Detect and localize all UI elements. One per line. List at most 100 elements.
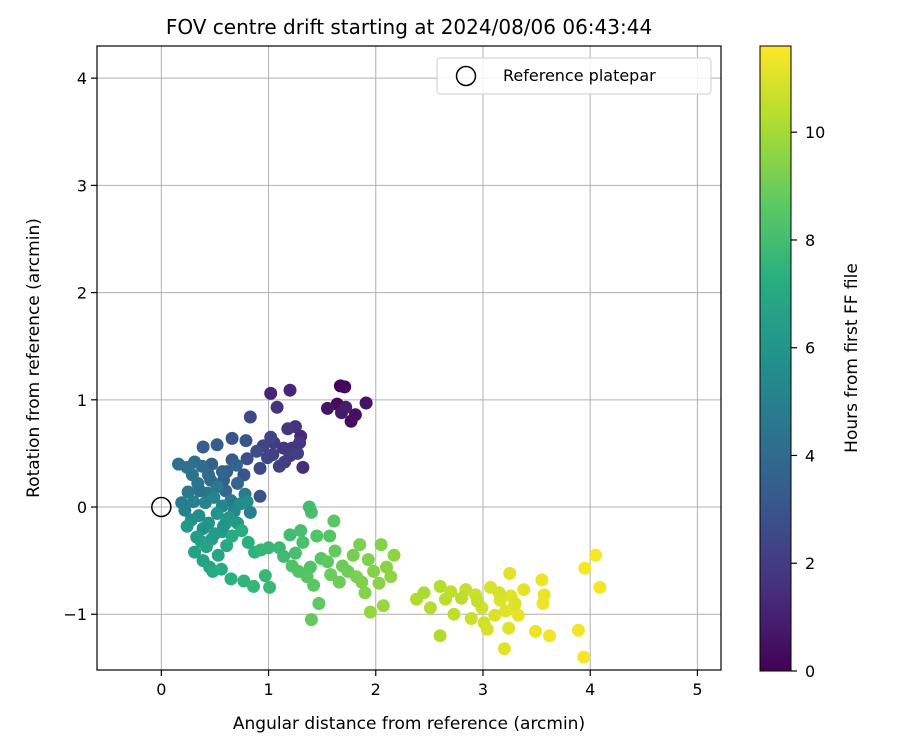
data-point [323,529,337,543]
data-point [294,524,308,538]
colorbar-tick-label: 0 [805,662,815,681]
colorbar-tick-label: 4 [805,446,815,465]
data-point [517,583,531,597]
data-point [307,578,321,592]
colorbar-gradient [759,45,792,672]
colorbar-tick-label: 10 [805,123,825,142]
data-point [338,380,352,394]
data-point [328,544,342,558]
data-point [210,480,224,494]
data-points [172,379,607,664]
data-point [327,514,341,528]
y-tick-label: 2 [77,284,87,303]
data-point [387,548,401,562]
data-point [502,621,516,635]
data-point [444,585,458,599]
data-point [536,597,550,610]
data-point [243,505,257,519]
data-point [196,440,210,454]
data-point [235,524,249,538]
data-point [464,612,478,625]
data-point [339,400,353,414]
data-point [589,548,603,562]
chart-title: FOV centre drift starting at 2024/08/06 … [166,15,652,39]
data-point [324,568,338,582]
x-axis: 0 1 2 3 4 5 [156,670,703,699]
data-point [310,529,324,543]
data-point [231,476,244,490]
plot-frame [96,45,722,671]
data-point [593,580,607,594]
data-point [355,575,369,589]
data-point [288,546,302,560]
data-point [358,586,372,600]
data-point [535,573,549,587]
data-point [359,396,373,410]
data-point [508,597,522,610]
data-point [202,516,215,530]
data-point [199,540,213,554]
data-point [374,538,388,552]
data-point [225,431,239,445]
data-point [263,580,277,594]
grid [97,46,721,670]
data-point [264,430,278,444]
x-tick-label: 1 [263,680,273,699]
data-point [293,436,307,450]
y-axis: −1 0 1 2 3 4 [63,69,97,624]
data-point [253,461,267,475]
data-point [571,623,585,637]
data-point [220,539,234,553]
x-tick-label: 5 [692,680,702,699]
data-point [296,535,310,549]
y-tick-label: 4 [77,69,87,88]
data-point [240,452,254,466]
data-point [372,576,386,590]
data-point [312,597,326,610]
legend-entry: Reference platepar [503,66,656,85]
data-point [270,400,284,414]
data-point [433,579,447,593]
data-point [346,548,360,562]
data-point [283,383,297,397]
data-point [447,607,461,621]
data-point [321,401,334,415]
data-point [211,548,225,562]
data-point [417,586,431,600]
data-point [247,579,260,593]
data-point [262,541,275,555]
data-point [281,422,295,436]
data-point [291,446,304,460]
data-point [264,386,278,400]
data-point [180,519,194,533]
data-point [577,650,591,664]
data-point [480,622,494,636]
data-point [363,605,377,619]
data-point [361,553,375,567]
y-tick-label: 3 [77,176,87,195]
data-point [266,448,280,461]
data-point [433,629,447,643]
data-point [321,555,334,569]
colorbar-tick-label: 6 [805,339,815,358]
data-point [348,408,362,422]
y-axis-label: Rotation from reference (arcmin) [24,218,44,498]
legend-box [436,57,712,95]
data-point [296,460,310,474]
data-point [250,444,264,458]
data-point [304,613,318,627]
data-point [302,500,316,514]
data-point [253,489,267,503]
x-tick-label: 4 [585,680,595,699]
colorbar-ticks: 0 2 4 6 8 10 [791,123,825,681]
data-point [190,530,204,544]
y-tick-label: −1 [63,605,87,624]
colorbar-tick-label: 8 [805,231,815,250]
data-point [181,485,195,499]
data-point [367,564,381,578]
data-point [207,490,221,504]
data-point [471,594,485,608]
colorbar: 0 2 4 6 8 10 Hours from first FF file [759,45,862,681]
data-point [215,465,229,479]
